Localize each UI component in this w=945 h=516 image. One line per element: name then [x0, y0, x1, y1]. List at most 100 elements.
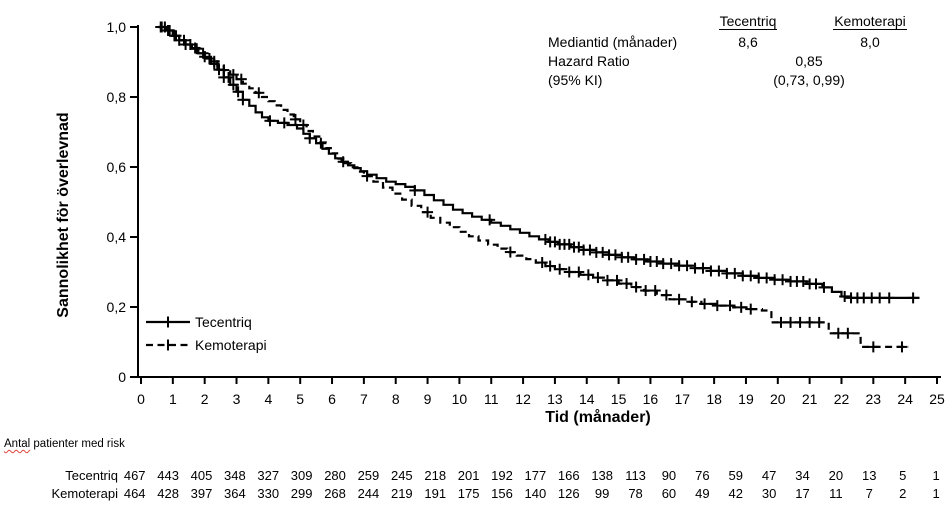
- risk-table-heading: Antal patienter med risk: [4, 438, 125, 450]
- risk-count: 156: [491, 485, 513, 501]
- risk-heading-rest: patienter med risk: [30, 438, 125, 450]
- risk-count: 1: [932, 468, 940, 484]
- svg-text:0: 0: [118, 369, 126, 385]
- svg-text:11: 11: [484, 391, 499, 407]
- risk-count: 11: [829, 485, 843, 501]
- risk-count: 42: [728, 485, 743, 501]
- svg-text:23: 23: [866, 391, 882, 407]
- risk-count: 138: [591, 468, 614, 484]
- axes: [130, 25, 941, 384]
- svg-text:18: 18: [706, 391, 722, 407]
- risk-count: 99: [594, 485, 610, 501]
- svg-text:24: 24: [897, 391, 913, 407]
- svg-text:5: 5: [296, 391, 304, 407]
- risk-count: 467: [123, 468, 146, 484]
- svg-text:3: 3: [233, 391, 241, 407]
- risk-count: 76: [695, 468, 710, 484]
- x-axis-label: Tid (månader): [545, 408, 651, 426]
- risk-row-kemoterapi: Kemoterapi 464 428 397 364 330 299 268 244 219 191…: [0, 485, 945, 503]
- risk-count: 17: [795, 485, 810, 501]
- risk-count: 5: [899, 468, 907, 484]
- svg-text:4: 4: [264, 391, 272, 407]
- svg-text:15: 15: [611, 391, 627, 407]
- median-value-kemoterapi: 8,0: [860, 34, 880, 50]
- risk-count: 1: [932, 485, 940, 501]
- svg-text:12: 12: [515, 391, 531, 407]
- hazard-ratio-label: Hazard Ratio: [548, 53, 630, 69]
- risk-count: 280: [324, 468, 346, 484]
- risk-count: 13: [862, 468, 877, 484]
- risk-count: 7: [865, 485, 873, 501]
- svg-text:10: 10: [452, 391, 468, 407]
- svg-text:16: 16: [643, 391, 659, 407]
- stats-col1-header: Tecentriq: [700, 12, 796, 33]
- risk-count: 47: [761, 468, 777, 484]
- legend: Tecentriq Kemoterapi: [146, 314, 267, 353]
- risk-count: 175: [457, 485, 480, 501]
- stats-spacer: [548, 12, 700, 33]
- risk-count: 219: [390, 485, 413, 501]
- stats-col2-header-text: Kemoterapi: [833, 13, 907, 30]
- svg-text:1: 1: [169, 391, 177, 407]
- risk-count: 397: [190, 485, 213, 501]
- risk-count: 30: [761, 485, 777, 501]
- risk-count: 428: [157, 485, 179, 501]
- svg-text:1,0: 1,0: [107, 19, 127, 35]
- svg-text:9: 9: [424, 391, 432, 407]
- stats-gap: [796, 12, 822, 33]
- risk-count: 140: [524, 485, 547, 501]
- svg-text:6: 6: [328, 391, 336, 407]
- svg-text:20: 20: [770, 391, 786, 407]
- risk-count: 59: [728, 468, 743, 484]
- risk-count: 126: [557, 485, 580, 501]
- svg-text:0,6: 0,6: [107, 159, 127, 175]
- risk-count: 330: [257, 485, 280, 501]
- legend-label-tecentriq: Tecentriq: [195, 314, 252, 330]
- svg-text:14: 14: [579, 391, 595, 407]
- svg-text:21: 21: [802, 391, 818, 407]
- risk-count: 245: [390, 468, 413, 484]
- risk-row-label: Tecentriq: [65, 468, 118, 484]
- svg-text:0,2: 0,2: [107, 299, 127, 315]
- stats-col1-header-text: Tecentriq: [718, 13, 778, 30]
- risk-count: 20: [828, 468, 844, 484]
- svg-text:19: 19: [738, 391, 754, 407]
- risk-count: 78: [628, 485, 643, 501]
- stats-col2-header: Kemoterapi: [822, 12, 918, 33]
- risk-row-label: Kemoterapi: [51, 485, 118, 501]
- risk-count: 166: [557, 468, 580, 484]
- y-axis-label: Sannolikhet för överlevnad: [55, 112, 72, 317]
- risk-count: 464: [123, 485, 146, 501]
- median-value-tecentriq: 8,6: [738, 34, 758, 50]
- svg-text:13: 13: [547, 391, 563, 407]
- risk-heading-word: Antal: [4, 438, 31, 450]
- censor-marks-kemoterapi: [156, 21, 908, 353]
- stats-box: Tecentriq Kemoterapi Mediantid (månader)…: [548, 12, 918, 90]
- svg-text:0: 0: [137, 391, 145, 407]
- risk-count: 113: [625, 468, 646, 484]
- hazard-ratio-value: 0,85: [795, 53, 823, 69]
- risk-count: 2: [899, 485, 907, 501]
- legend-label-kemoterapi: Kemoterapi: [195, 337, 267, 353]
- svg-text:0,8: 0,8: [107, 89, 127, 105]
- svg-text:2: 2: [201, 391, 209, 407]
- svg-text:25: 25: [929, 391, 945, 407]
- risk-count: 60: [661, 485, 677, 501]
- risk-count: 218: [424, 468, 447, 484]
- risk-count: 364: [224, 485, 246, 501]
- km-chart-canvas: 00,20,40,60,81,00 1 2 3 4 5 6 7 8 9 10 11 12 13 14 15 16…: [55, 19, 945, 426]
- risk-count: 49: [695, 485, 710, 501]
- svg-text:7: 7: [360, 391, 368, 407]
- risk-count: 443: [157, 468, 179, 484]
- svg-text:22: 22: [834, 391, 850, 407]
- tick-labels: 00,20,40,60,81,00 1 2 3 4 5 6 7 8 9 10 11 12 13 14 15 16…: [107, 19, 945, 407]
- risk-count: 34: [795, 468, 810, 484]
- risk-count: 348: [224, 468, 246, 484]
- risk-count: 268: [324, 485, 346, 501]
- risk-count: 177: [524, 468, 547, 484]
- risk-count: 327: [257, 468, 280, 484]
- risk-count: 191: [424, 485, 447, 501]
- ci-value: (0,73, 0,99): [773, 72, 845, 88]
- curve-kemoterapi: [158, 25, 909, 348]
